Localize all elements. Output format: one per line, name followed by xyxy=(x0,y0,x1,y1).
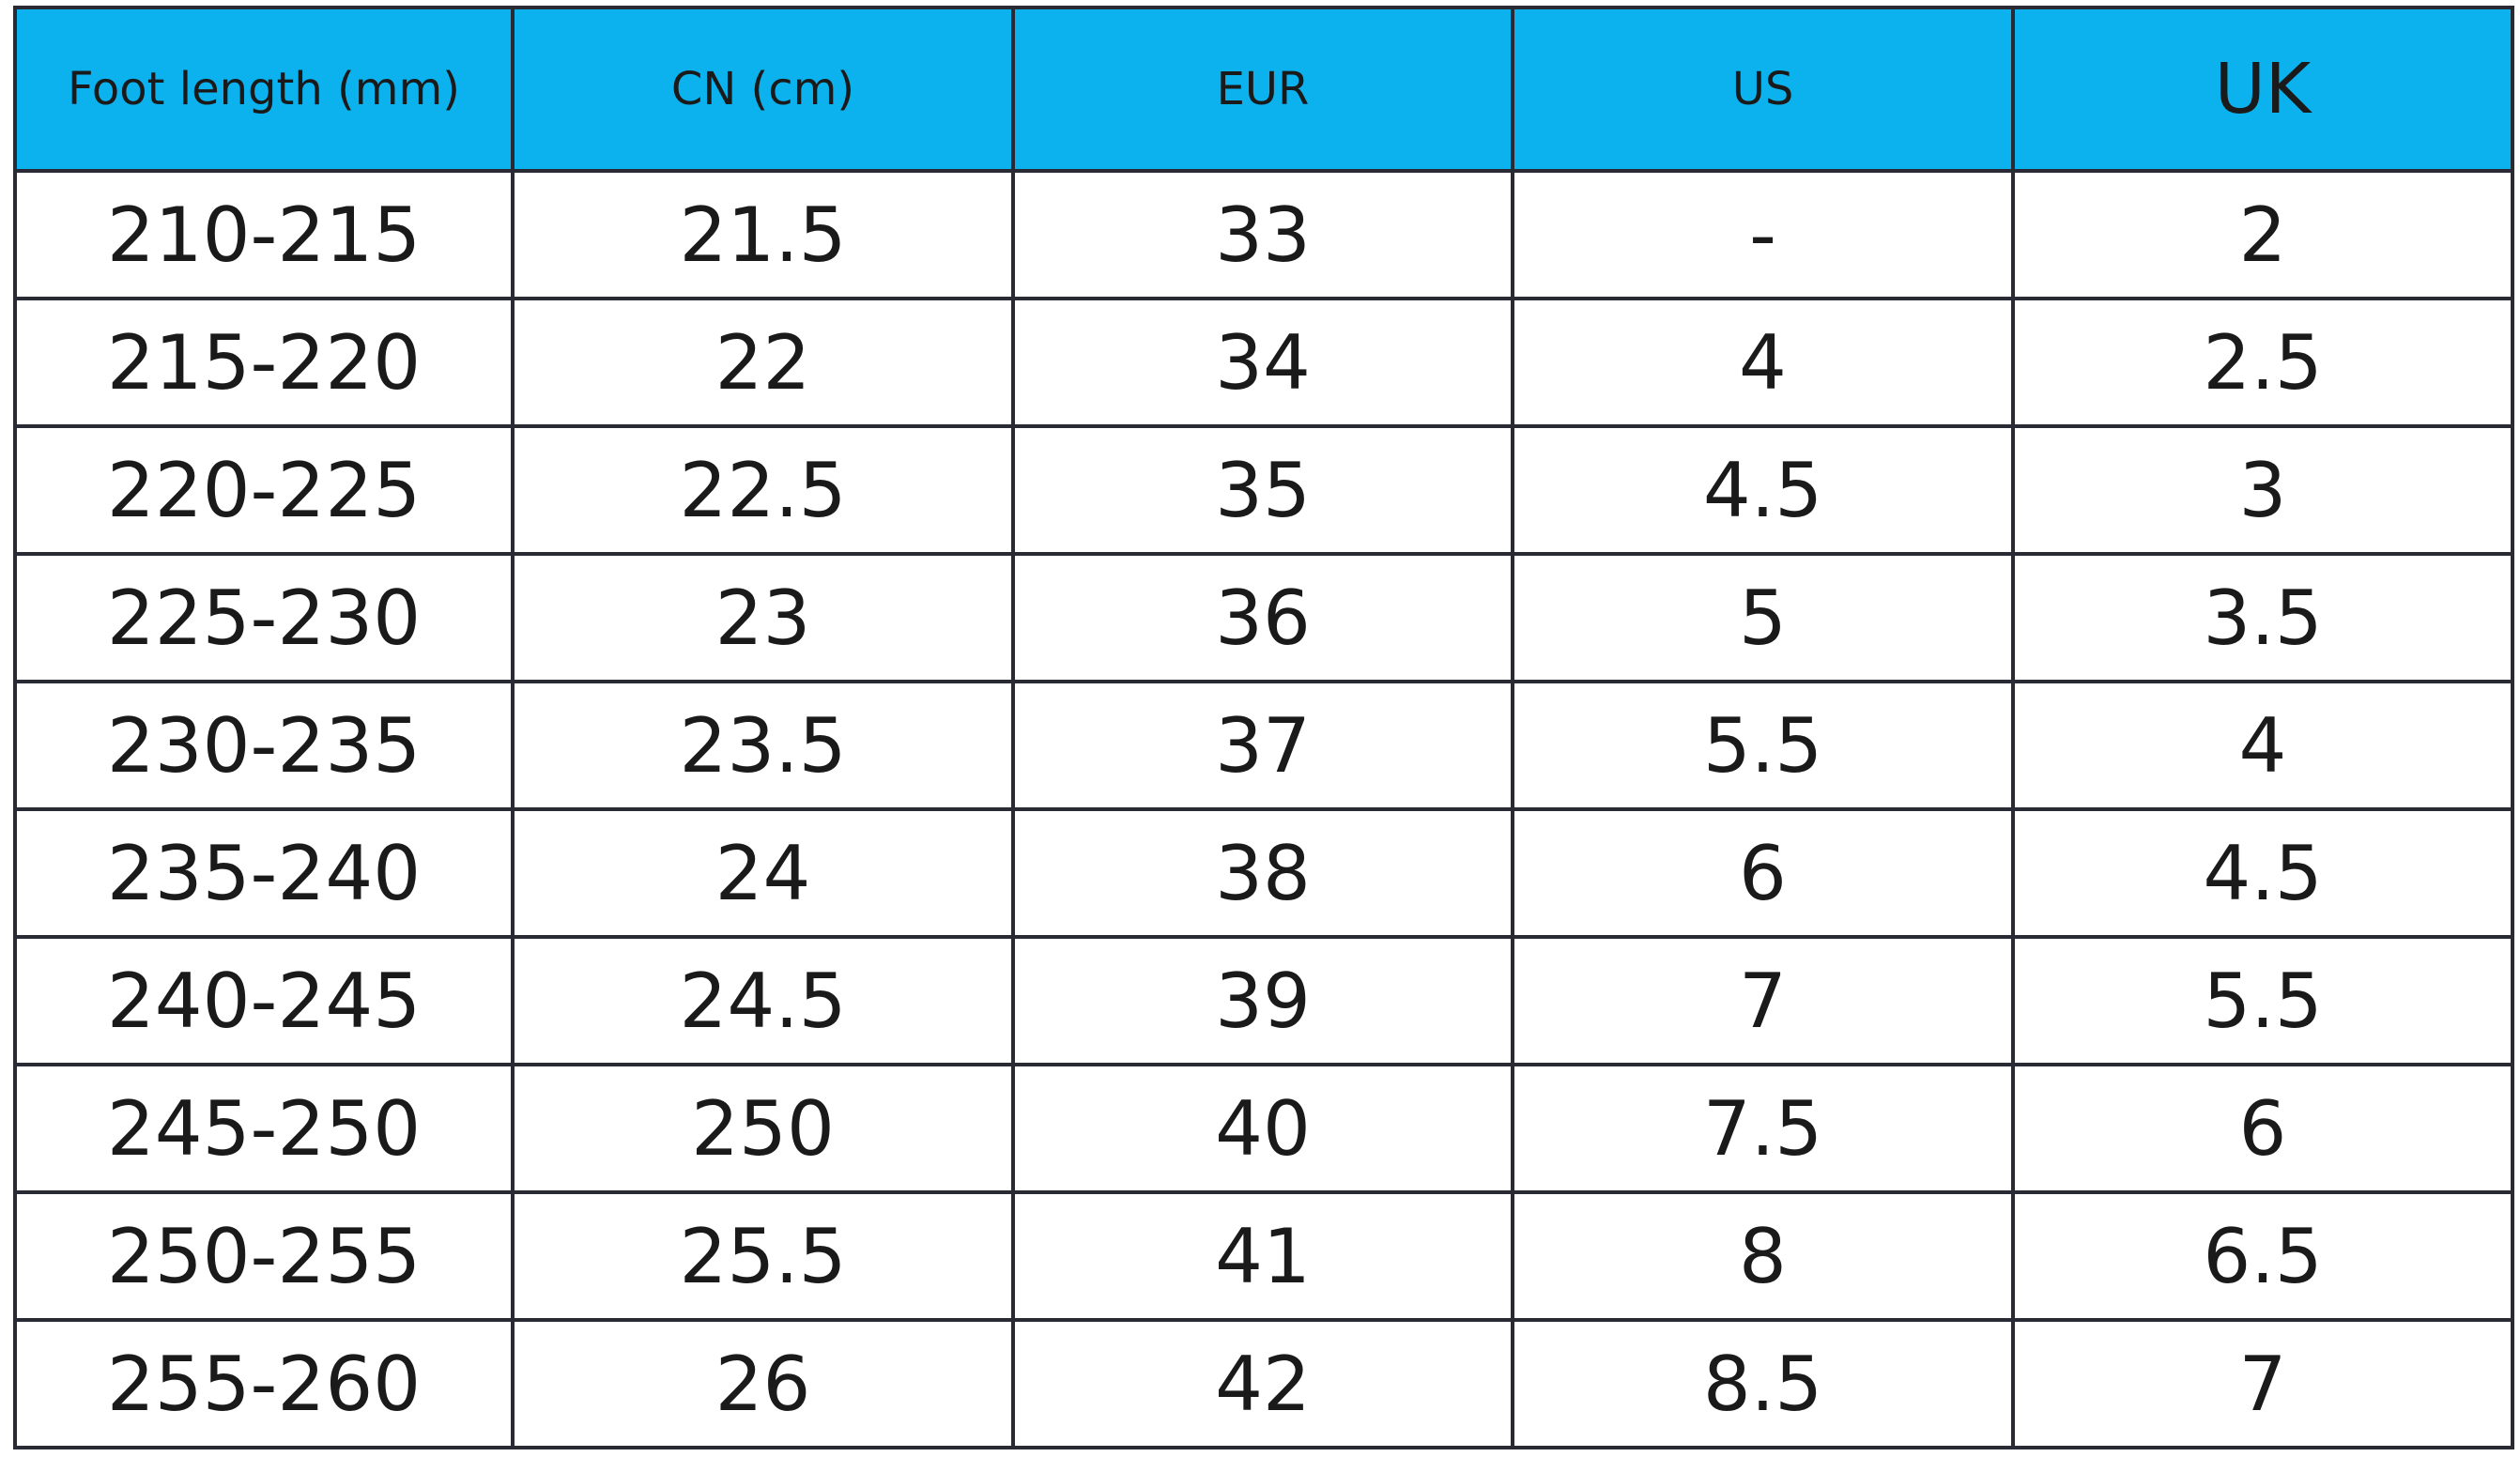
table-cell: 3.5 xyxy=(2011,552,2514,683)
table-row: 235-240 24 38 6 4.5 xyxy=(13,807,2514,939)
table-cell: 21.5 xyxy=(511,169,1015,300)
table-cell: 33 xyxy=(1011,169,1514,300)
table-cell: 250-255 xyxy=(13,1190,515,1322)
table-cell: 215-220 xyxy=(13,297,515,428)
table-cell: 2.5 xyxy=(2011,297,2514,428)
table-row: 230-235 23.5 37 5.5 4 xyxy=(13,680,2514,811)
table-row: 215-220 22 34 4 2.5 xyxy=(13,297,2514,428)
table-cell: 255-260 xyxy=(13,1318,515,1449)
table-cell: 37 xyxy=(1011,680,1514,811)
table-cell: 22.5 xyxy=(511,424,1015,556)
table-cell: 36 xyxy=(1011,552,1514,683)
header-cell: Foot length (mm) xyxy=(13,6,515,173)
table-cell: 34 xyxy=(1011,297,1514,428)
table-cell: 5.5 xyxy=(1511,680,2015,811)
table-body: 210-215 21.5 33-2 215-220 22 34 4 2.5 220-225 22.… xyxy=(13,169,2514,1449)
table-cell: 42 xyxy=(1011,1318,1514,1449)
table-cell: 39 xyxy=(1011,935,1514,1066)
table-cell: 245-250 xyxy=(13,1063,515,1194)
table-cell: 8.5 xyxy=(1511,1318,2015,1449)
table-cell: 22 xyxy=(511,297,1015,428)
table-cell: 26 xyxy=(511,1318,1015,1449)
table-cell: 4 xyxy=(2011,680,2514,811)
table-cell: 6 xyxy=(2011,1063,2514,1194)
table-cell: 4.5 xyxy=(2011,807,2514,939)
table-cell: 23 xyxy=(511,552,1015,683)
table-cell: 35 xyxy=(1011,424,1514,556)
table-cell: 2 xyxy=(2011,169,2514,300)
table-row: 225-230 23 36 5 3.5 xyxy=(13,552,2514,683)
table-row: 210-215 21.5 33-2 xyxy=(13,169,2514,300)
table-cell: 23.5 xyxy=(511,680,1015,811)
table-cell: 40 xyxy=(1011,1063,1514,1194)
table-cell: 220-225 xyxy=(13,424,515,556)
table-cell: 5.5 xyxy=(2011,935,2514,1066)
table-cell: 250 xyxy=(511,1063,1015,1194)
table-cell: 235-240 xyxy=(13,807,515,939)
header-row: Foot length (mm) CN (cm) EUR US UK xyxy=(13,6,2514,173)
table-row: 245-250 250 40 7.5 6 xyxy=(13,1063,2514,1194)
table-cell: 38 xyxy=(1011,807,1514,939)
table-cell: 230-235 xyxy=(13,680,515,811)
table-cell: 7.5 xyxy=(1511,1063,2015,1194)
header-cell: EUR xyxy=(1011,6,1514,173)
table-cell: 6 xyxy=(1511,807,2015,939)
header-cell: CN (cm) xyxy=(511,6,1015,173)
table-cell: 25.5 xyxy=(511,1190,1015,1322)
table-row: 240-245 24.5 39 7 5.5 xyxy=(13,935,2514,1066)
table-cell: 41 xyxy=(1011,1190,1514,1322)
table-row: 220-225 22.5 35 4.5 3 xyxy=(13,424,2514,556)
table-cell: 6.5 xyxy=(2011,1190,2514,1322)
table-cell: 5 xyxy=(1511,552,2015,683)
table-cell: 7 xyxy=(1511,935,2015,1066)
table-cell: 8 xyxy=(1511,1190,2015,1322)
table-cell: 225-230 xyxy=(13,552,515,683)
size-table: Foot length (mm) CN (cm) EUR US UK 210-215 21… xyxy=(13,6,2514,1449)
table-cell: 210-215 xyxy=(13,169,515,300)
table-cell: 4.5 xyxy=(1511,424,2015,556)
table-cell: 7 xyxy=(2011,1318,2514,1449)
table-cell: 24.5 xyxy=(511,935,1015,1066)
header-cell: UK xyxy=(2011,6,2514,173)
table-cell: 24 xyxy=(511,807,1015,939)
table-cell: - xyxy=(1511,169,2015,300)
table-row: 250-255 25.5 41 8 6.5 xyxy=(13,1190,2514,1322)
table-row: 255-260 26 42 8.5 7 xyxy=(13,1318,2514,1449)
table-cell: 240-245 xyxy=(13,935,515,1066)
table-cell: 4 xyxy=(1511,297,2015,428)
header-cell: US xyxy=(1511,6,2015,173)
table-cell: 3 xyxy=(2011,424,2514,556)
